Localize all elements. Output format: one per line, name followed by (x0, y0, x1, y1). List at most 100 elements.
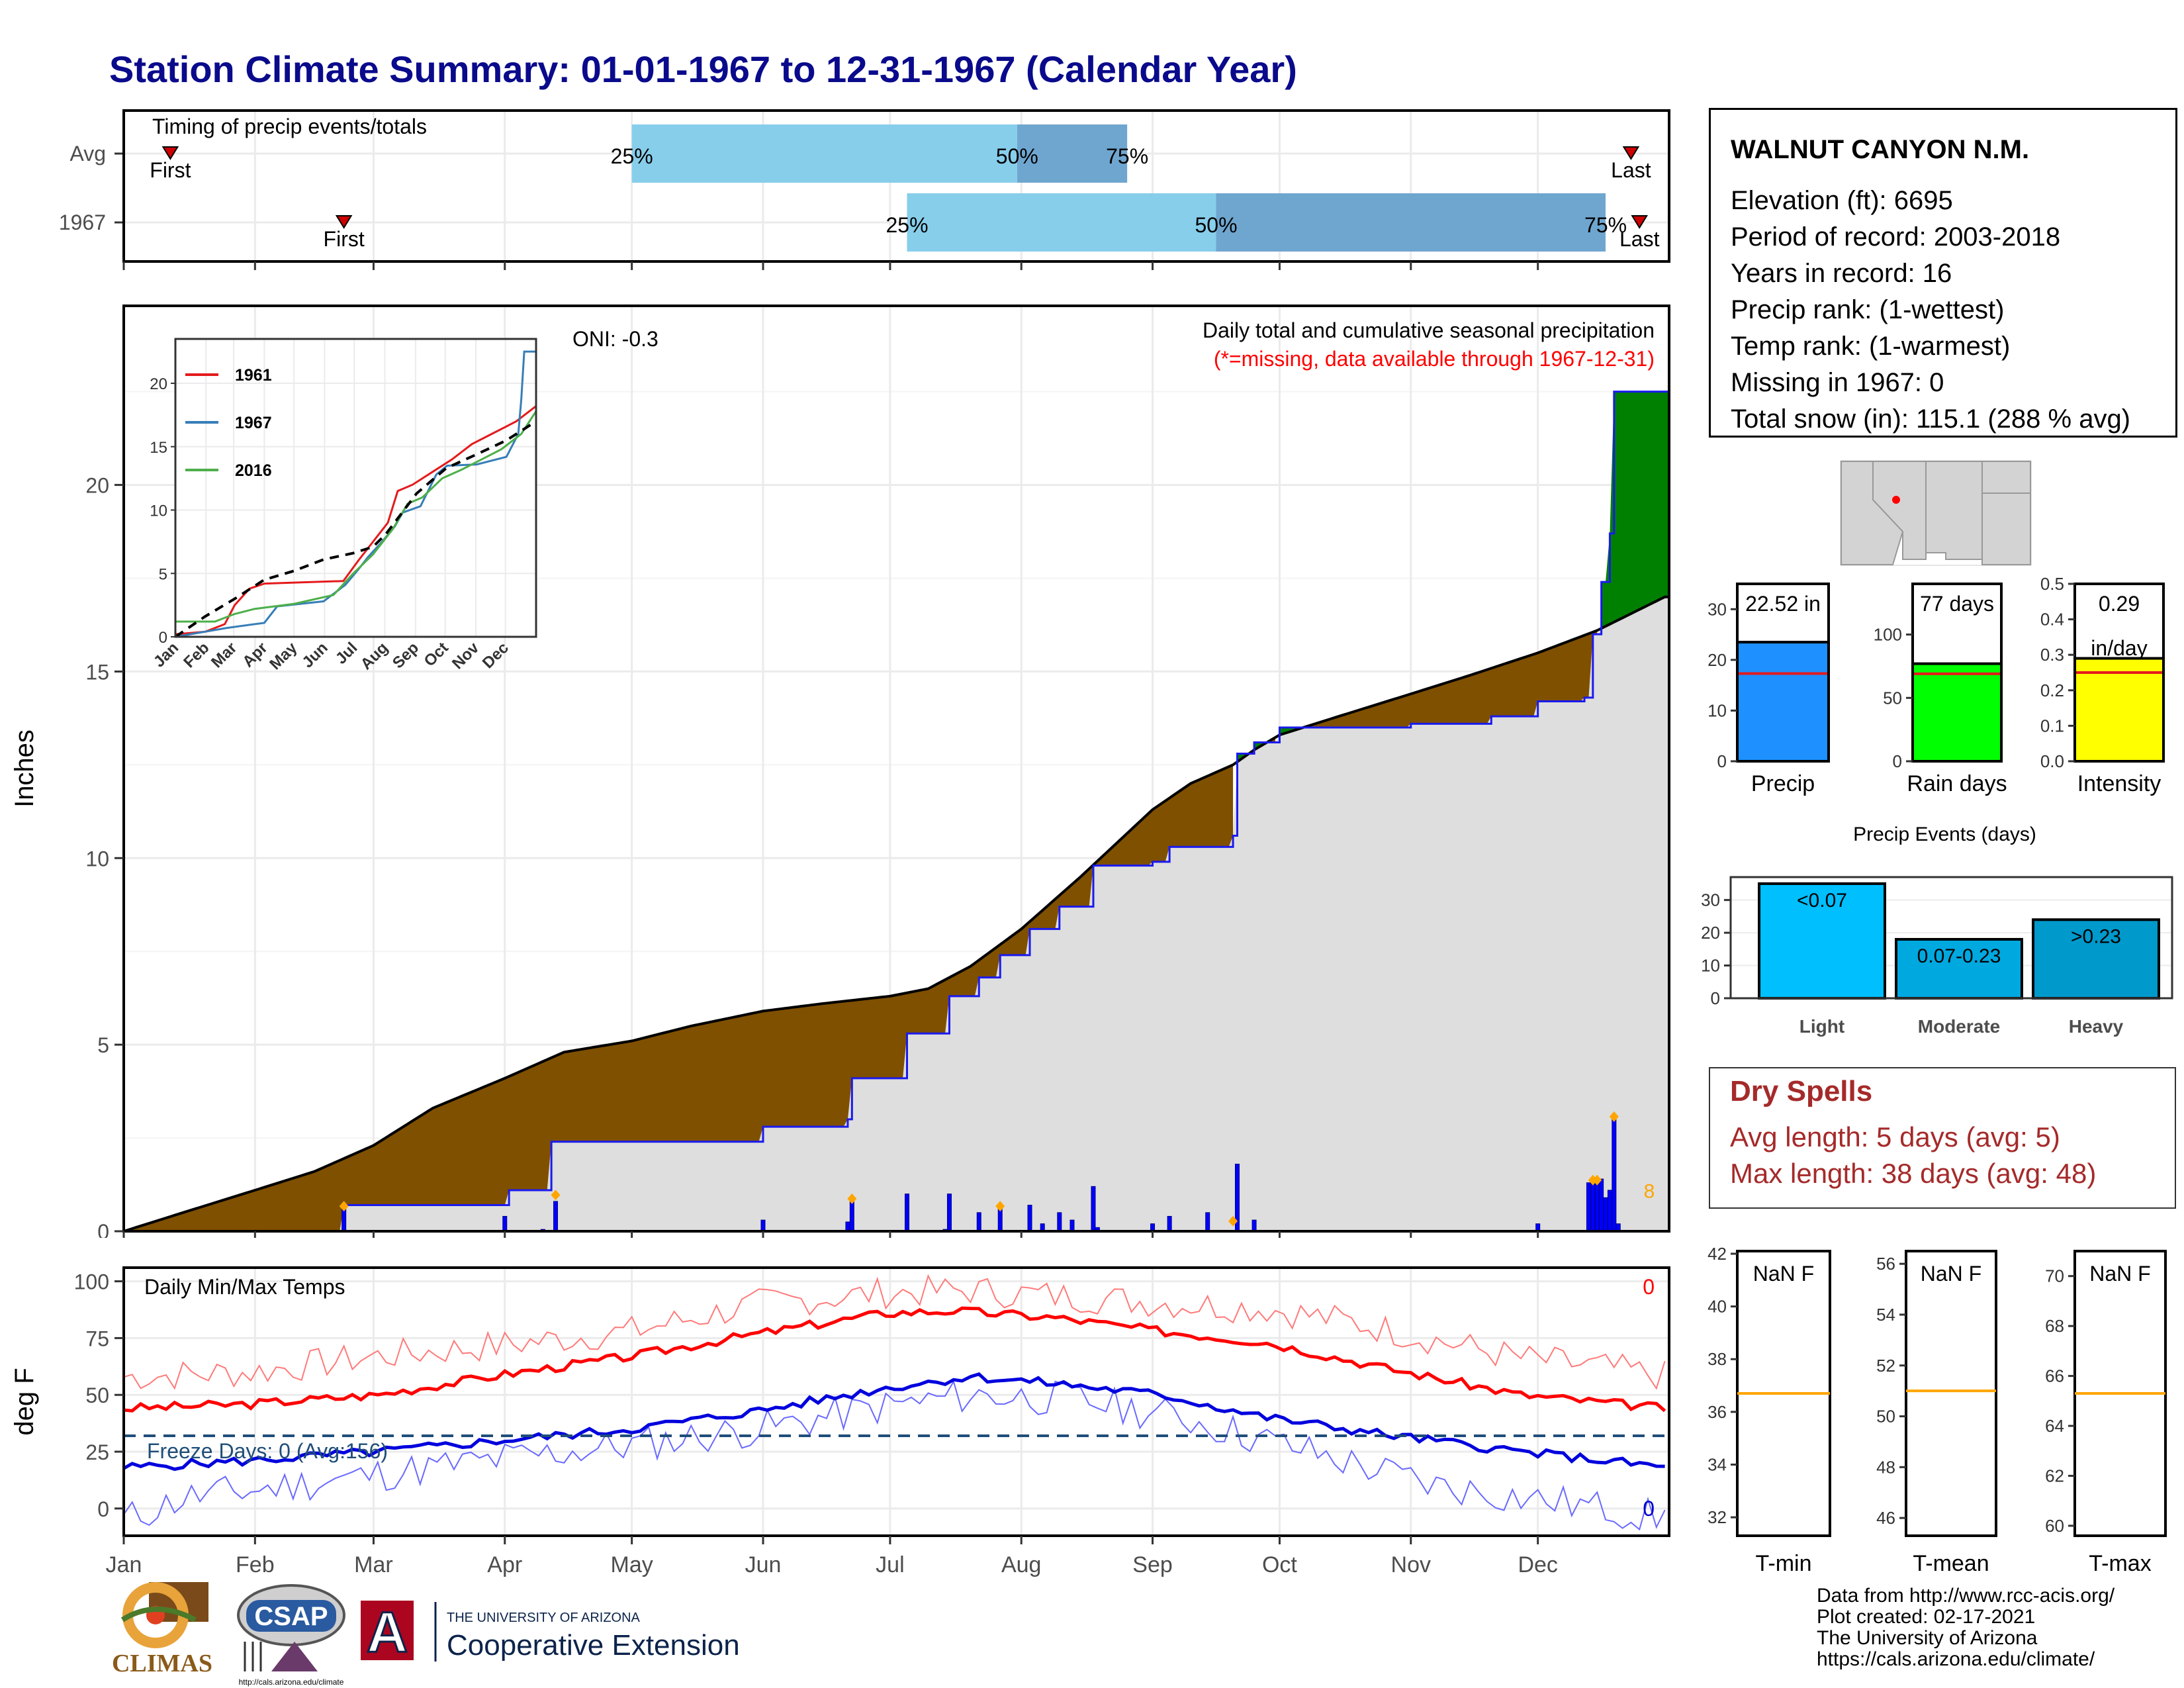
temp-frame (122, 1266, 1670, 1537)
summary-value-label: 0.29 (2099, 592, 2140, 616)
precip-y-tick-label: 10 (85, 847, 109, 870)
temp-summary-charts: 32 34 36 38 40 42 NaN F T-min 46 48 50 52 54 56 NaN F T… (1707, 1244, 2167, 1576)
daily-precip-bar (845, 1221, 850, 1232)
timing-pct-label: 50% (1195, 213, 1237, 237)
timing-first-marker (335, 215, 353, 229)
temp-box-y-tick-label: 48 (1876, 1457, 1895, 1477)
event-category-label: Heavy (2069, 1016, 2124, 1037)
daily-precip-bar (553, 1201, 559, 1232)
precip-title: Daily total and cumulative seasonal prec… (1203, 318, 1655, 342)
event-bar-label: <0.07 (1797, 890, 1847, 912)
inset-series-line (175, 410, 537, 623)
dry-max-length: Max length: 38 days (avg: 48) (1730, 1158, 2097, 1189)
inset-y-tick-label: 10 (150, 502, 167, 520)
dry-avg-length: Avg length: 5 days (avg: 5) (1730, 1121, 2060, 1152)
temp-y-tick-label: 50 (85, 1383, 109, 1407)
event-bar (1895, 937, 2023, 1000)
timing-pct-label: 75% (1584, 213, 1627, 237)
precip-y-tick-label: 15 (85, 660, 109, 684)
daily-precip-bar (1586, 1182, 1591, 1232)
summary-y-tick-label: 0.0 (2040, 751, 2064, 771)
dry-spells-title: Dry Spells (1730, 1075, 1873, 1107)
precip-y-axis-label: Inches (10, 729, 39, 808)
temp-box-y-tick-label: 66 (2045, 1366, 2064, 1386)
precip-y-tick-label: 5 (97, 1033, 109, 1057)
timing-first-label: First (150, 158, 191, 182)
temp-avg-min-line (122, 1372, 1665, 1472)
summary-y-tick-label: 0.3 (2040, 645, 2064, 665)
event-bar-label: >0.23 (2071, 925, 2121, 947)
temp-box-label: T-max (2089, 1551, 2151, 1576)
month-tick-label: Apr (487, 1552, 522, 1577)
events-frame (1729, 876, 2173, 1000)
daily-precip-bar (904, 1194, 909, 1232)
daily-precip-bar (760, 1219, 766, 1232)
snow-event-marker (339, 1201, 349, 1212)
inset-y-tick-label: 5 (159, 565, 167, 583)
ua-letter: A (367, 1601, 408, 1664)
month-tick-label: Dec (1518, 1552, 1557, 1577)
temp-box-y-tick-label: 64 (2045, 1416, 2064, 1436)
station-info-panel: WALNUT CANYON N.M. Elevation (ft): 6695 … (1709, 108, 2177, 438)
precip-1967-line (124, 391, 1669, 1233)
timing-bar-q25-q50 (631, 124, 1017, 183)
snow-event-marker (1609, 1111, 1619, 1122)
temp-box-y-tick-label: 56 (1876, 1254, 1895, 1274)
temp-box-label: T-min (1756, 1551, 1812, 1576)
totals-charts: 0 10 20 30 22.52 in Precip 0 50 100 77 days Rain d… (1707, 576, 2165, 796)
temp-y-axis-label: deg F (10, 1368, 39, 1435)
temp-box-value: NaN F (1921, 1262, 1981, 1286)
ua-line1: THE UNIVERSITY OF ARIZONA (447, 1611, 641, 1625)
summary-y-tick-label: 0.2 (2040, 680, 2064, 700)
oni-annotation: ONI: -0.3 (572, 327, 659, 351)
timing-bar-q50-q75 (1017, 124, 1128, 183)
freeze-days-label: Freeze Days: 0 (Avg:156) (147, 1439, 388, 1463)
month-tick-label: Oct (1262, 1552, 1297, 1577)
temp-box-y-tick-label: 38 (1707, 1349, 1727, 1369)
daily-precip-bar (1590, 1178, 1596, 1232)
timing-last-marker (1631, 215, 1649, 229)
summary-bar (1911, 662, 2003, 763)
footer-line3: The University of Arizona (1817, 1627, 2038, 1649)
summary-value-unit: in/day (2091, 636, 2147, 660)
summary-y-tick-label: 0.5 (2040, 576, 2064, 594)
temp-y-tick-label: 0 (97, 1497, 109, 1521)
ua-line2: Cooperative Extension (447, 1629, 740, 1662)
temp-max-1967-line (123, 1274, 1666, 1390)
temp-box-y-tick-label: 62 (2045, 1466, 2064, 1485)
temp-box-y-tick-label: 70 (2045, 1266, 2064, 1286)
events-y-tick-label: 20 (1701, 923, 1720, 943)
daily-precip-bar (946, 1194, 952, 1232)
summary-y-tick-label: 20 (1707, 650, 1727, 670)
daily-precip-bar (1612, 1119, 1617, 1232)
inset-y-tick-label: 20 (150, 375, 167, 393)
csap-text: CSAP (254, 1602, 328, 1631)
precip-chart: 8 0 5 10 15 20 Inches Daily total and cumulativ… (10, 305, 1670, 1238)
snow-event-marker (551, 1190, 561, 1201)
timing-pct-label: 25% (611, 144, 653, 168)
years-text: Years in record: 16 (1731, 259, 1952, 288)
daily-precip-bar (1027, 1205, 1032, 1232)
min-count-label: 0 (1643, 1497, 1655, 1521)
summary-y-tick-label: 30 (1707, 599, 1727, 619)
inset-legend-label: 2016 (235, 461, 272, 480)
precip-surplus-area (1237, 391, 1669, 762)
timing-bar-q50-q75 (1216, 193, 1606, 252)
event-bar (1758, 882, 1886, 1000)
temp-avg-max-line (123, 1306, 1666, 1413)
inset-legend-label: 1967 (235, 414, 272, 432)
summary-x-label: Precip (1751, 771, 1815, 796)
footer-line4: https://cals.arizona.edu/climate/ (1817, 1648, 2095, 1670)
daily-precip-bar (1251, 1219, 1257, 1232)
ua-logo: A THE UNIVERSITY OF ARIZONA Cooperative … (361, 1600, 740, 1665)
csap-url: http://cals.arizona.edu/climate (239, 1677, 344, 1687)
period-text: Period of record: 2003-2018 (1731, 222, 2061, 252)
max-count-label: 0 (1643, 1275, 1655, 1299)
summary-y-tick-label: 0 (1893, 751, 1902, 771)
temp-box-label: T-mean (1913, 1551, 1989, 1576)
temp-rank-text: Temp rank: (1-warmest) (1731, 332, 2011, 361)
temp-title: Daily Min/Max Temps (144, 1275, 345, 1299)
inset-series-line (174, 420, 537, 638)
month-tick-label: Mar (354, 1552, 393, 1577)
event-bar-label: 0.07-0.23 (1917, 945, 2001, 967)
